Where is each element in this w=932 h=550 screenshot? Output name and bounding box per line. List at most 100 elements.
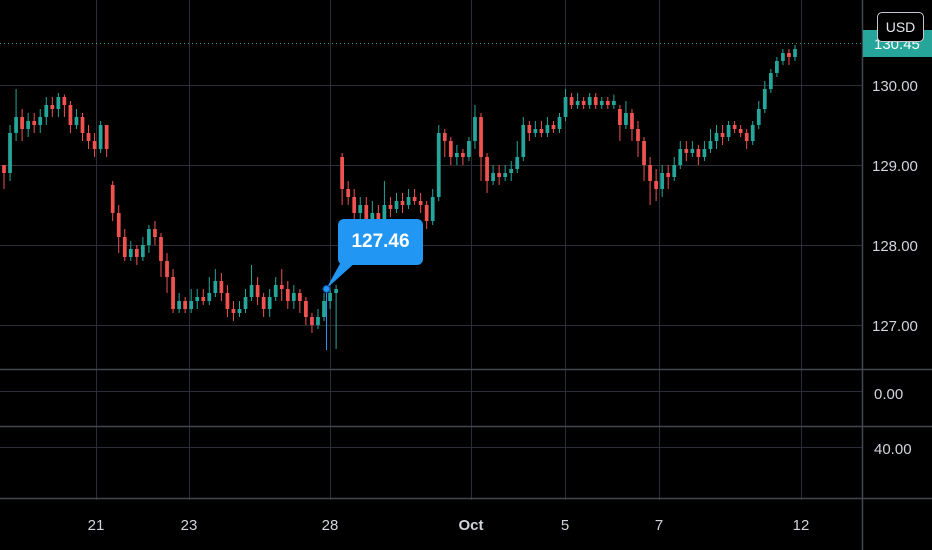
date-label-21: 21 <box>88 517 105 534</box>
candle-body <box>68 105 73 125</box>
candle-body <box>213 281 218 293</box>
candle-body <box>352 197 357 213</box>
candle-body <box>762 89 767 109</box>
candle-body <box>775 61 779 73</box>
candle-body <box>177 301 181 309</box>
candle-body <box>165 261 169 277</box>
candle-body <box>593 97 598 105</box>
candle-body <box>642 141 646 165</box>
candle-body <box>581 101 586 105</box>
candle-body <box>8 133 12 173</box>
candle-body <box>340 157 345 189</box>
candle-body <box>467 141 471 157</box>
candle-body <box>551 125 556 129</box>
candle-body <box>436 133 441 197</box>
candle-body <box>134 249 139 257</box>
candle-body <box>80 117 85 133</box>
candle-body <box>32 121 37 125</box>
candle-body <box>14 117 18 133</box>
candle-body <box>660 173 665 189</box>
candle-body <box>219 281 224 293</box>
candle-body <box>225 293 230 309</box>
candle-body <box>430 197 435 221</box>
date-label-5: 5 <box>561 517 569 534</box>
candle-body <box>750 125 755 141</box>
candle-body <box>243 297 248 309</box>
candle-body <box>611 101 616 105</box>
candle-body <box>364 205 369 221</box>
candle-body <box>394 201 399 209</box>
candle-body <box>630 113 634 129</box>
candle-body <box>744 133 749 141</box>
candle-body <box>702 149 707 157</box>
candle-body <box>153 229 157 237</box>
candle-body <box>400 201 405 205</box>
candle-body <box>56 97 61 109</box>
candle-body <box>672 165 677 177</box>
candle-body <box>382 205 387 221</box>
candle-body <box>678 149 683 165</box>
candle-body <box>62 97 67 105</box>
candle-body <box>461 153 465 157</box>
candle-body <box>563 97 568 117</box>
candle-body <box>720 133 725 137</box>
candle-body <box>545 125 550 133</box>
candle-body <box>388 205 393 209</box>
candle-body <box>497 173 502 177</box>
candle-body <box>714 133 719 141</box>
candle-body <box>310 317 314 325</box>
price-tick-129: 129.00 <box>872 158 918 175</box>
date-label-12: 12 <box>793 517 810 534</box>
candle-body <box>291 293 296 301</box>
candle-body <box>376 213 381 221</box>
candle-body <box>346 189 351 197</box>
candle-body <box>418 201 423 205</box>
candle-body <box>527 125 532 133</box>
candle-body <box>98 125 103 149</box>
date-label-28: 28 <box>322 517 339 534</box>
candle-body <box>726 125 731 137</box>
candle-body <box>195 297 200 301</box>
candle-body <box>141 245 145 257</box>
candle-body <box>587 97 592 105</box>
candle-body <box>116 213 121 237</box>
candle-body <box>316 317 320 325</box>
candle-body <box>485 157 489 181</box>
currency-selector-button[interactable]: USD <box>877 12 924 42</box>
candle-body <box>605 101 610 105</box>
candle-body <box>654 181 658 189</box>
vertical-grid <box>96 0 802 500</box>
candle-body <box>86 133 91 141</box>
horizontal-grid <box>0 85 862 448</box>
candle-body <box>781 53 785 61</box>
candle-body <box>756 109 761 125</box>
candle-body <box>732 125 737 129</box>
candle-body <box>189 301 194 309</box>
candle-body <box>370 213 375 221</box>
candle-body <box>273 285 278 297</box>
price-tick-128: 128.00 <box>872 238 918 255</box>
time-axis[interactable]: 21 23 28 Oct 5 7 12 <box>88 517 810 534</box>
candle-body <box>261 297 266 309</box>
candle-body <box>104 125 109 149</box>
candle-body <box>297 293 302 301</box>
candle-body <box>2 165 6 173</box>
candle-body <box>599 101 604 105</box>
candle-body <box>509 169 514 173</box>
candles <box>2 45 797 349</box>
price-callout: 127.46 <box>338 219 423 265</box>
candle-body <box>171 277 175 309</box>
candle-body <box>479 117 483 157</box>
candle-body <box>793 49 797 57</box>
candle-body <box>122 237 127 257</box>
candle-body <box>358 205 363 213</box>
price-axis[interactable]: 130.45 130.00 129.00 128.00 127.00 0.00 … <box>863 30 932 458</box>
candle-body <box>521 125 526 157</box>
candle-body <box>285 289 290 301</box>
candle-body <box>334 289 338 293</box>
candle-body <box>50 105 55 109</box>
candle-body <box>569 97 574 105</box>
candle-body <box>183 301 188 309</box>
